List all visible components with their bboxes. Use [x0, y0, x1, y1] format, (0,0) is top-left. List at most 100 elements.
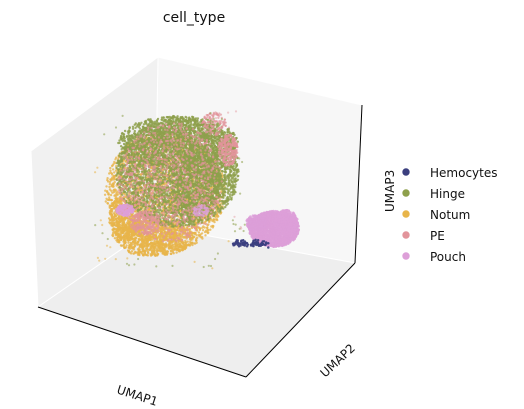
notum-point: [123, 218, 127, 221]
notum-point: [106, 198, 110, 202]
notum-point: [150, 235, 153, 239]
notum-point: [195, 233, 198, 237]
notum-point: [153, 239, 156, 243]
notum-point: [120, 237, 123, 241]
notum-point: [103, 193, 107, 196]
umap2-axis-line: [245, 262, 356, 378]
notum-point: [186, 244, 190, 247]
notum-point: [115, 232, 119, 235]
notum-point: [116, 227, 119, 231]
notum-point: [211, 219, 214, 223]
notum-point: [127, 236, 131, 240]
notum-point: [195, 238, 198, 242]
notum-point: [199, 236, 202, 239]
hinge-point: [236, 175, 239, 178]
notum-point: [175, 234, 178, 237]
notum-point: [110, 218, 114, 221]
notum-point: [105, 185, 108, 188]
notum-point: [146, 254, 150, 257]
notum-point: [181, 248, 185, 252]
notum-point: [110, 207, 114, 211]
notum-point: [119, 244, 123, 247]
notum-point: [145, 238, 149, 242]
notum-point: [151, 253, 154, 256]
notum-point: [154, 233, 158, 236]
notum-point: [127, 250, 131, 253]
notum-point: [154, 253, 157, 256]
notum-point: [121, 227, 124, 230]
notum-point: [113, 178, 116, 181]
notum-point: [108, 196, 111, 199]
notum-point: [169, 252, 172, 255]
notum-point: [124, 232, 128, 235]
notum-point: [112, 185, 115, 188]
notum-point: [114, 214, 117, 217]
notum-point: [181, 241, 185, 244]
notum-point: [217, 215, 220, 218]
notum-point: [112, 201, 115, 205]
notum-point: [113, 180, 116, 184]
notum-point: [115, 156, 118, 159]
notum-point: [140, 244, 144, 248]
notum-point: [168, 241, 171, 245]
notum-point: [118, 200, 121, 203]
notum-point: [211, 224, 214, 228]
notum-point: [128, 244, 131, 248]
notum-point: [120, 230, 123, 233]
notum-point: [204, 234, 207, 237]
notum-point: [166, 252, 169, 255]
notum-point: [131, 240, 135, 244]
notum-point: [108, 205, 112, 208]
notum-point: [194, 231, 197, 235]
notum-point: [129, 241, 132, 245]
notum-point: [144, 244, 147, 247]
notum-point: [112, 182, 115, 185]
notum-point: [156, 240, 159, 243]
hinge-point: [117, 168, 121, 171]
notum-point: [167, 233, 170, 236]
notum-point: [143, 252, 146, 255]
notum-point: [122, 221, 126, 224]
notum-point: [175, 228, 179, 231]
notum-point: [179, 242, 182, 246]
notum-point: [207, 223, 210, 226]
notum-point: [110, 223, 113, 226]
notum-point: [113, 175, 116, 178]
notum-point: [196, 236, 199, 239]
notum-point: [198, 228, 202, 232]
notum-point: [144, 242, 147, 245]
notum-point: [113, 224, 116, 227]
umap1-axis-line: [37, 306, 247, 378]
notum-point: [137, 234, 140, 238]
notum-point: [133, 252, 136, 255]
notum-point: [115, 203, 118, 206]
notum-point: [171, 244, 174, 247]
notum-point: [115, 224, 118, 227]
notum-point: [119, 234, 123, 237]
notum-point: [143, 239, 146, 242]
umap3-axis-line: [354, 104, 363, 264]
notum-point: [108, 182, 112, 186]
notum-point: [115, 189, 118, 192]
notum-point: [110, 215, 113, 218]
notum-point: [108, 188, 112, 191]
notum-point: [111, 232, 115, 236]
notum-point: [146, 251, 150, 255]
notum-point: [128, 229, 132, 232]
notum-point: [164, 246, 167, 249]
notum-point: [116, 230, 120, 233]
notum-point: [208, 220, 211, 224]
notum-point: [109, 166, 112, 170]
notum-point: [130, 233, 133, 236]
notum-point: [167, 246, 171, 249]
hinge-point: [157, 203, 161, 206]
notum-point: [171, 236, 175, 239]
notum-point: [112, 221, 115, 225]
notum-point: [110, 179, 113, 182]
notum-point: [109, 169, 112, 172]
notum-point: [111, 191, 114, 194]
notum-point: [137, 253, 141, 256]
notum-point: [170, 247, 173, 250]
notum-point: [206, 231, 210, 235]
